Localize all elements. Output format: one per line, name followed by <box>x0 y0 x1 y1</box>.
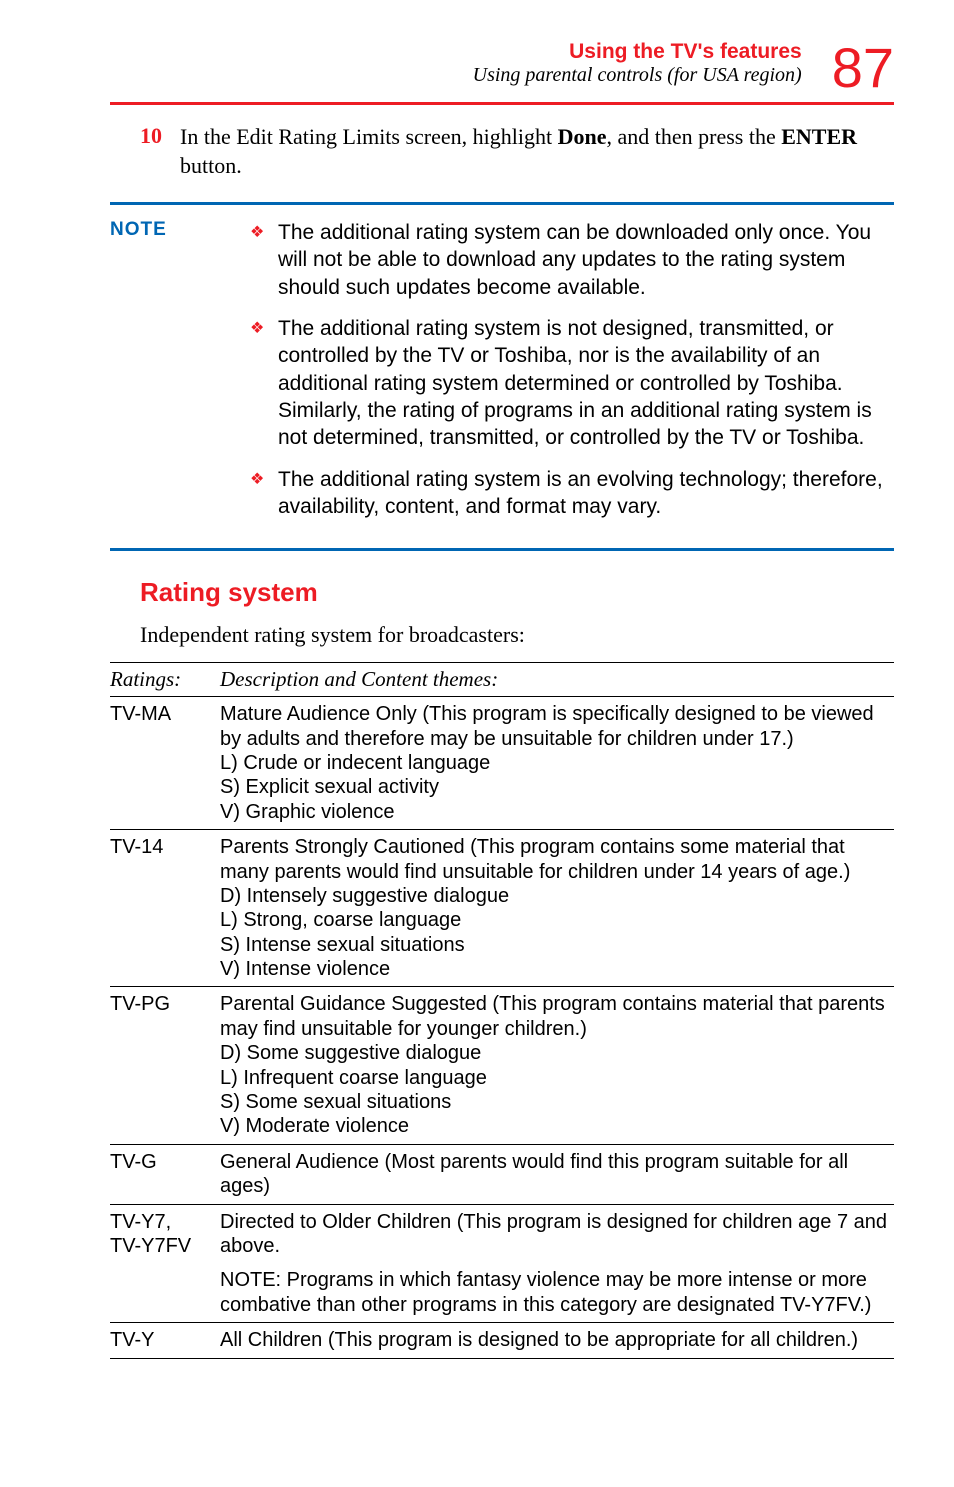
header-rule <box>110 102 894 105</box>
note-block: NOTE ❖ The additional rating system can … <box>110 219 894 534</box>
note-item: ❖ The additional rating system is an evo… <box>250 466 894 521</box>
step-bold2: ENTER <box>781 124 857 149</box>
diamond-icon: ❖ <box>250 466 278 521</box>
desc-text: Parental Guidance Suggested (This progra… <box>220 993 885 1137</box>
note-item: ❖ The additional rating system can be do… <box>250 219 894 301</box>
table-row: TV-MA Mature Audience Only (This program… <box>110 697 894 830</box>
note-rule-bottom <box>110 548 894 551</box>
page-number: 87 <box>832 40 894 96</box>
header-text-block: Using the TV's features Using parental c… <box>473 40 802 87</box>
note-text: The additional rating system is an evolv… <box>278 466 894 521</box>
desc-cell: Directed to Older Children (This program… <box>220 1204 894 1263</box>
diamond-icon: ❖ <box>250 219 278 301</box>
rating-cell: TV-Y <box>110 1323 220 1358</box>
step-post: button. <box>180 153 242 178</box>
rating-cell: TV-PG <box>110 987 220 1144</box>
table-row: TV-14 Parents Strongly Cautioned (This p… <box>110 830 894 987</box>
rating-cell: TV-14 <box>110 830 220 987</box>
step-bold1: Done <box>558 124 607 149</box>
desc-text: Parents Strongly Cautioned (This program… <box>220 836 850 980</box>
note-rule-top <box>110 202 894 205</box>
table-row: TV-Y7, TV-Y7FV Directed to Older Childre… <box>110 1204 894 1263</box>
rating-cell-empty <box>110 1263 220 1322</box>
page-header: Using the TV's features Using parental c… <box>110 40 894 96</box>
desc-cell: Parental Guidance Suggested (This progra… <box>220 987 894 1144</box>
table-row: TV-PG Parental Guidance Suggested (This … <box>110 987 894 1144</box>
note-list: ❖ The additional rating system can be do… <box>250 219 894 534</box>
table-header-row: Ratings: Description and Content themes: <box>110 663 894 697</box>
desc-cell: Parents Strongly Cautioned (This program… <box>220 830 894 987</box>
col-header-desc: Description and Content themes: <box>220 663 894 697</box>
diamond-icon: ❖ <box>250 315 278 451</box>
note-item: ❖ The additional rating system is not de… <box>250 315 894 451</box>
desc-text: General Audience (Most parents would fin… <box>220 1151 848 1197</box>
step-10: 10 In the Edit Rating Limits screen, hig… <box>110 123 894 180</box>
rating-cell: TV-G <box>110 1144 220 1204</box>
rating-cell: TV-MA <box>110 697 220 830</box>
section-heading: Rating system <box>110 577 894 608</box>
desc-text: All Children (This program is designed t… <box>220 1329 858 1351</box>
col-header-ratings: Ratings: <box>110 663 220 697</box>
ratings-table: Ratings: Description and Content themes:… <box>110 662 894 1358</box>
table-row: TV-Y All Children (This program is desig… <box>110 1323 894 1358</box>
table-row: TV-G General Audience (Most parents woul… <box>110 1144 894 1204</box>
table-row: NOTE: Programs in which fantasy violence… <box>110 1263 894 1322</box>
desc-cell: General Audience (Most parents would fin… <box>220 1144 894 1204</box>
desc-extra: NOTE: Programs in which fantasy violence… <box>220 1269 871 1315</box>
desc-cell: All Children (This program is designed t… <box>220 1323 894 1358</box>
desc-text: Directed to Older Children (This program… <box>220 1211 887 1257</box>
rating-text: TV-Y7, TV-Y7FV <box>110 1211 191 1257</box>
header-title: Using the TV's features <box>473 40 802 64</box>
desc-cell: Mature Audience Only (This program is sp… <box>220 697 894 830</box>
note-text: The additional rating system is not desi… <box>278 315 894 451</box>
desc-cell: NOTE: Programs in which fantasy violence… <box>220 1263 894 1322</box>
desc-text: Mature Audience Only (This program is sp… <box>220 703 874 823</box>
note-label: NOTE <box>110 219 250 534</box>
note-text: The additional rating system can be down… <box>278 219 894 301</box>
section-intro: Independent rating system for broadcaste… <box>110 622 894 648</box>
step-pre: In the Edit Rating Limits screen, highli… <box>180 124 558 149</box>
header-subtitle: Using parental controls (for USA region) <box>473 64 802 87</box>
step-mid: , and then press the <box>607 124 782 149</box>
step-text: In the Edit Rating Limits screen, highli… <box>180 123 894 180</box>
rating-cell: TV-Y7, TV-Y7FV <box>110 1204 220 1263</box>
step-number: 10 <box>140 123 180 180</box>
